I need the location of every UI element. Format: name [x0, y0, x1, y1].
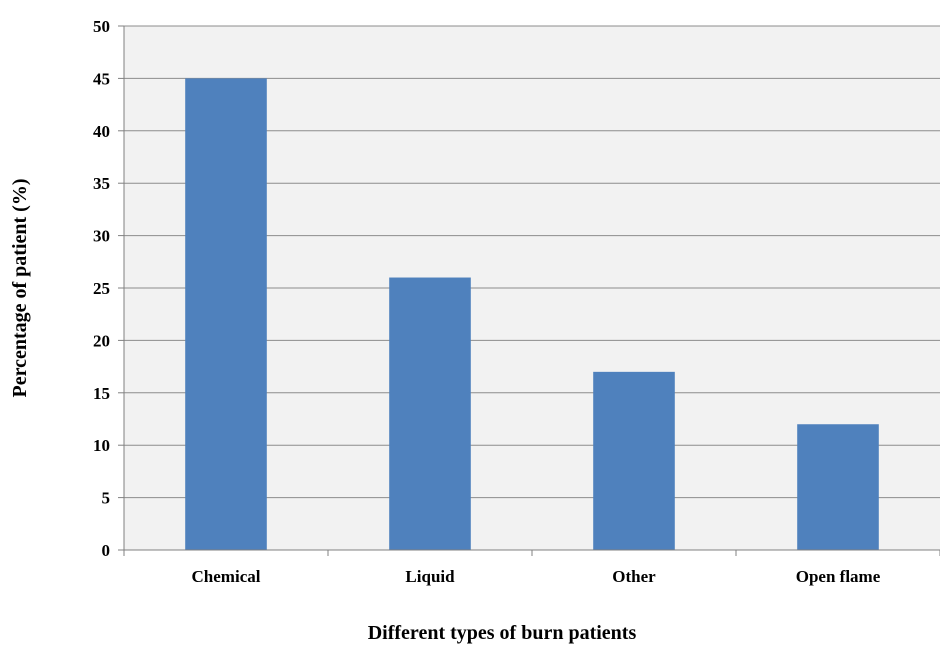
x-category-label: Liquid	[405, 567, 455, 586]
y-tick-label: 20	[93, 331, 110, 350]
y-tick-label: 15	[93, 384, 110, 403]
x-category-labels: Chemical Liquid Other Open flame	[192, 567, 881, 586]
bar-chemical	[185, 78, 267, 551]
y-tick-label: 45	[93, 69, 110, 88]
x-category-label: Chemical	[192, 567, 261, 586]
y-tick-label: 50	[93, 17, 110, 36]
y-tick-label: 25	[93, 279, 110, 298]
y-tick-label: 30	[93, 227, 110, 246]
bars	[185, 78, 879, 551]
y-tick-labels: 0 5 10 15 20 25 30 35 40 45 50	[93, 17, 124, 560]
y-tick-label: 10	[93, 436, 110, 455]
bar-liquid	[389, 277, 471, 550]
y-axis-title: Percentage of patient (%)	[9, 178, 31, 397]
y-tick-label: 5	[102, 489, 111, 508]
bar-open-flame	[797, 424, 879, 550]
x-category-label: Other	[612, 567, 656, 586]
x-category-label: Open flame	[796, 567, 881, 586]
bar-other	[593, 371, 675, 550]
x-axis-title: Different types of burn patients	[368, 622, 637, 644]
y-tick-label: 35	[93, 174, 110, 193]
y-tick-label: 0	[102, 541, 111, 560]
y-tick-label: 40	[93, 122, 110, 141]
